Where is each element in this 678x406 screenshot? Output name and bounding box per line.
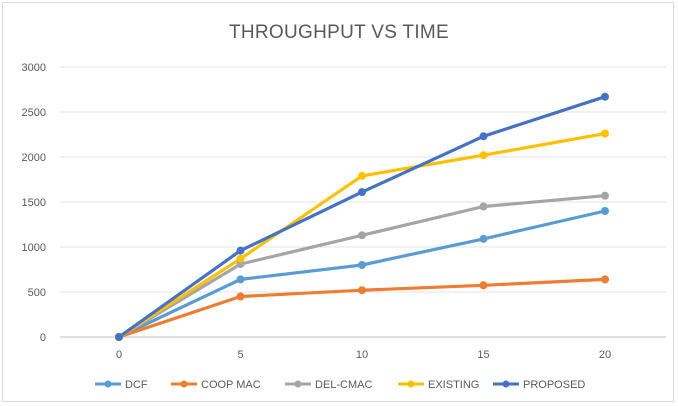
data-point-dcf: [479, 234, 488, 243]
x-tick-labels: 0 5 10 15 20: [116, 349, 611, 361]
data-point-coop-mac: [358, 286, 366, 295]
data-point-proposed: [358, 188, 366, 197]
legend-marker: [407, 380, 415, 388]
data-point-dcf: [601, 207, 609, 215]
data-point-coop-mac: [479, 281, 488, 290]
data-point-proposed: [601, 92, 609, 101]
x-tick-label: 15: [477, 349, 489, 361]
data-point-proposed: [115, 333, 123, 341]
legend-marker: [502, 380, 510, 388]
x-tick-label: 5: [237, 349, 243, 361]
y-tick-label: 2500: [22, 107, 46, 119]
data-point-existing: [358, 171, 366, 180]
legend-marker: [104, 380, 112, 388]
data-point-del-cmac: [601, 191, 609, 200]
data-point-dcf: [358, 261, 366, 269]
data-point-dcf: [236, 275, 245, 284]
data-point-existing: [479, 151, 488, 160]
data-point-proposed: [479, 132, 488, 141]
legend-label: EXISTING: [428, 379, 479, 391]
data-point-coop-mac: [236, 292, 245, 301]
y-tick-labels: 0 500 1000 1500 2000 2500 3000: [22, 62, 46, 344]
data-point-proposed: [236, 246, 245, 255]
series-lines: [117, 95, 607, 339]
y-tick-label: 0: [40, 332, 46, 344]
data-point-coop-mac: [601, 275, 609, 284]
legend-label: DEL-CMAC: [315, 379, 373, 391]
y-tick-label: 1000: [22, 242, 46, 254]
legend: DCF COOP MAC DEL-CMAC EXISTING PROPOSED: [95, 379, 585, 391]
y-tick-label: 1500: [22, 197, 46, 209]
y-tick-label: 500: [28, 287, 46, 299]
x-tick-label: 0: [116, 349, 122, 361]
data-point-existing: [236, 254, 245, 263]
series-points: [115, 92, 609, 341]
legend-marker: [180, 380, 188, 388]
x-tick-label: 10: [356, 349, 368, 361]
chart-title: THROUGHPUT VS TIME: [228, 22, 450, 43]
data-point-existing: [601, 129, 609, 138]
legend-label: PROPOSED: [523, 379, 585, 391]
legend-label: DCF: [125, 379, 148, 391]
gridlines: [60, 66, 666, 338]
y-tick-label: 2000: [22, 152, 46, 164]
data-point-del-cmac: [479, 202, 488, 211]
data-point-del-cmac: [358, 231, 366, 240]
series-line-dcf: [117, 209, 607, 339]
y-tick-label: 3000: [22, 62, 46, 74]
legend-marker: [294, 380, 302, 388]
legend-label: COOP MAC: [201, 379, 261, 391]
x-tick-label: 20: [599, 349, 611, 361]
